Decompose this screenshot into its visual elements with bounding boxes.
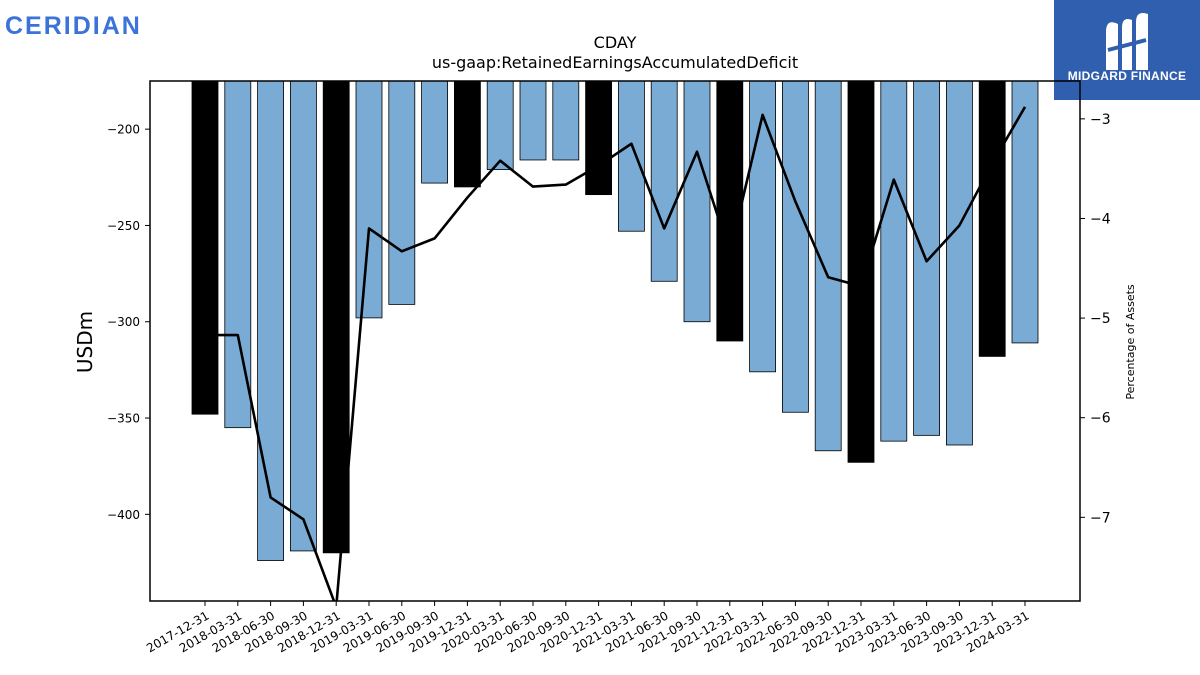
bar-2018-03-31 — [224, 81, 252, 429]
y2-tick-label: −5 — [1090, 311, 1111, 327]
midgard-emblem-icon — [1106, 13, 1148, 70]
bar-2018-12-31 — [322, 81, 350, 554]
bar-2020-12-31 — [585, 81, 612, 196]
bar-2020-06-30 — [519, 81, 547, 161]
y-tick-label: −250 — [107, 219, 140, 233]
bar-2020-03-31 — [486, 81, 514, 170]
bar-2023-12-31 — [978, 81, 1006, 357]
y2-axis-label: Percentage of Assets — [1124, 284, 1137, 400]
y-tick-label: −350 — [107, 412, 140, 426]
bar-2021-06-30 — [650, 81, 678, 282]
bar-2019-06-30 — [388, 81, 416, 305]
plot-frame — [149, 80, 1081, 602]
bar-2021-09-30 — [683, 81, 711, 323]
percentage-of-assets-line — [205, 106, 1027, 601]
midgard-finance-wordmark: MIDGARD FINANCE — [1067, 69, 1187, 83]
bar-2019-09-30 — [421, 81, 449, 184]
line-series — [205, 106, 1027, 601]
y2-tick-label: −4 — [1090, 211, 1111, 227]
bar-2017-12-31 — [191, 81, 219, 415]
y2-tick-label: −6 — [1090, 411, 1111, 427]
bar-2023-09-30 — [946, 81, 973, 446]
bar-2019-12-31 — [453, 81, 481, 188]
bar-2023-03-31 — [880, 81, 908, 442]
bar-2020-09-30 — [552, 81, 580, 161]
y-tick-label: −200 — [107, 123, 140, 137]
y-tick-label: −300 — [107, 315, 140, 329]
bar-2022-12-31 — [847, 81, 875, 463]
bar-2018-09-30 — [289, 81, 317, 552]
midgard-finance-logo: MIDGARD FINANCE — [1054, 0, 1200, 100]
y2-tick-label: −3 — [1090, 112, 1111, 128]
y2-tick-label: −7 — [1090, 510, 1111, 526]
bar-series — [191, 81, 1039, 561]
ceridian-logo: CERIDIAN — [5, 12, 142, 40]
chart-title: CDAY — [594, 33, 637, 52]
bar-2022-06-30 — [782, 81, 809, 413]
bar-2022-09-30 — [814, 81, 842, 452]
y-axis-label: USDm — [73, 311, 97, 373]
bar-2018-06-30 — [257, 81, 285, 561]
bar-2021-03-31 — [618, 81, 645, 232]
bar-2019-03-31 — [355, 81, 383, 319]
chart-subtitle: us-gaap:RetainedEarningsAccumulatedDefic… — [432, 53, 798, 72]
bar-2022-03-31 — [749, 81, 776, 373]
bar-2021-12-31 — [716, 81, 744, 342]
bar-2024-03-31 — [1011, 81, 1039, 344]
y-tick-label: −400 — [107, 508, 140, 522]
